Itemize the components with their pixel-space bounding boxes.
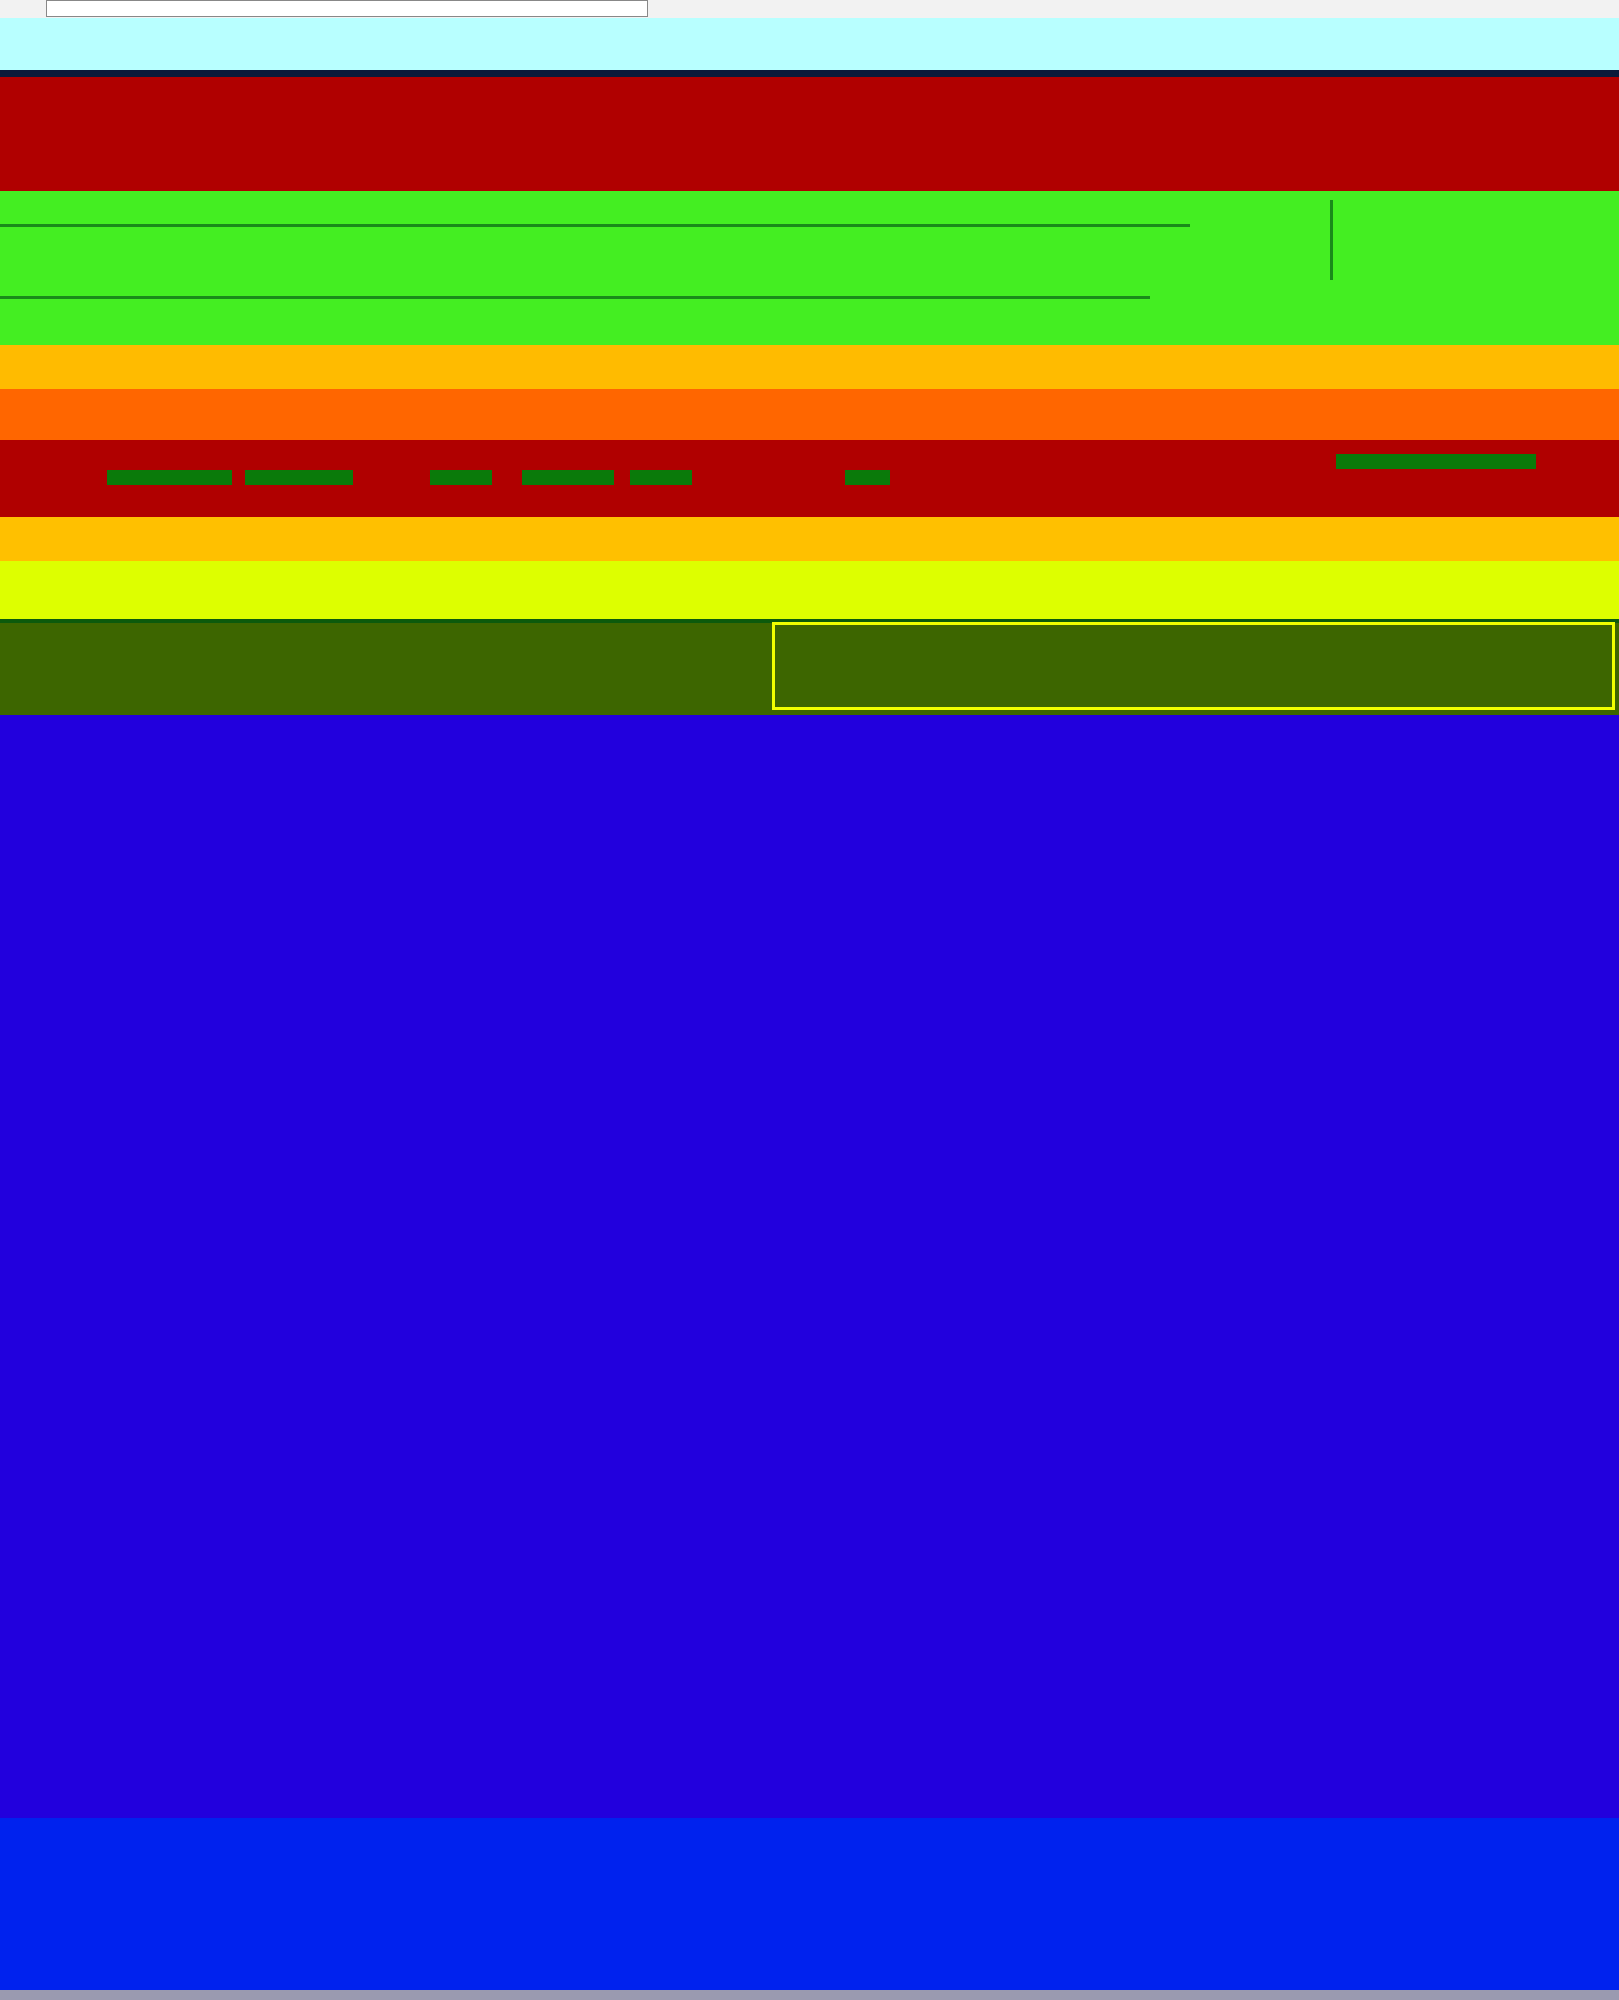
toolbar-olive [0,619,1619,719]
tab[interactable] [845,470,890,485]
band-lime [0,561,1619,619]
search-box[interactable] [772,622,1615,710]
band-red [0,440,1619,517]
header-strip [0,18,1619,70]
green-rule [0,296,1150,299]
band-gold [0,517,1619,561]
banner-red [0,77,1619,191]
tab[interactable] [107,470,232,485]
header-divider [0,70,1619,77]
tab[interactable] [522,470,614,485]
band-orange [0,389,1619,440]
address-field[interactable] [46,0,648,17]
tab[interactable] [630,470,692,485]
section-green [0,191,1619,345]
status-bar [0,1990,1619,2000]
content-area [0,715,1619,1818]
tab[interactable] [1336,454,1536,469]
footer-area [0,1818,1619,1990]
side-panel [1330,200,1619,280]
tab[interactable] [430,470,492,485]
tab[interactable] [245,470,353,485]
band-amber [0,345,1619,389]
green-rule [0,224,1190,227]
